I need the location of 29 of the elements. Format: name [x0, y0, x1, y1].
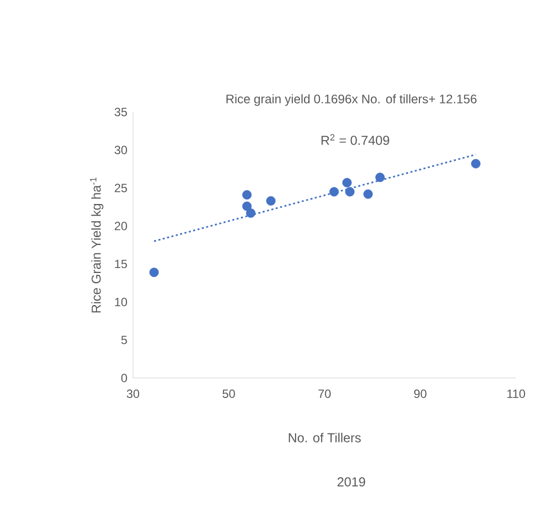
y-tick-label: 30 [114, 146, 128, 154]
chart-title: Rice grain yield 0.1696x No. of tillers+ 12.156 [226, 94, 477, 106]
point [246, 208, 256, 218]
point [242, 190, 252, 200]
y-tick-label: 0 [121, 374, 128, 382]
text: 2019 [338, 477, 366, 486]
x-tick-label: 50 [222, 390, 235, 398]
point [266, 196, 276, 206]
x-tick-label: 110 [507, 390, 526, 398]
point [471, 158, 480, 168]
point [242, 202, 252, 211]
x-tick-label: 30 [126, 390, 140, 398]
y-tick-label: 25 [114, 184, 127, 192]
y-tick-label: 15 [115, 260, 127, 268]
y-tick-label: 10 [115, 298, 128, 306]
point [375, 172, 385, 182]
point [363, 189, 373, 199]
y-tick-label: 5 [121, 336, 127, 344]
x-tick-label: 70 [318, 390, 331, 398]
y-tick-label: 35 [114, 108, 127, 116]
point [342, 178, 352, 188]
y-tick-label: 20 [114, 222, 128, 230]
point [345, 187, 355, 196]
x-tick-label: 90 [414, 390, 426, 398]
y-axis-title: Rice Grain Yield kg ha$^{-1}$ [90, 177, 104, 312]
point [149, 268, 159, 278]
annotation: R$^{2}$ = 0.7409 [322, 134, 390, 145]
point [329, 187, 339, 196]
x-axis-title: No. of Tillers [288, 432, 361, 442]
